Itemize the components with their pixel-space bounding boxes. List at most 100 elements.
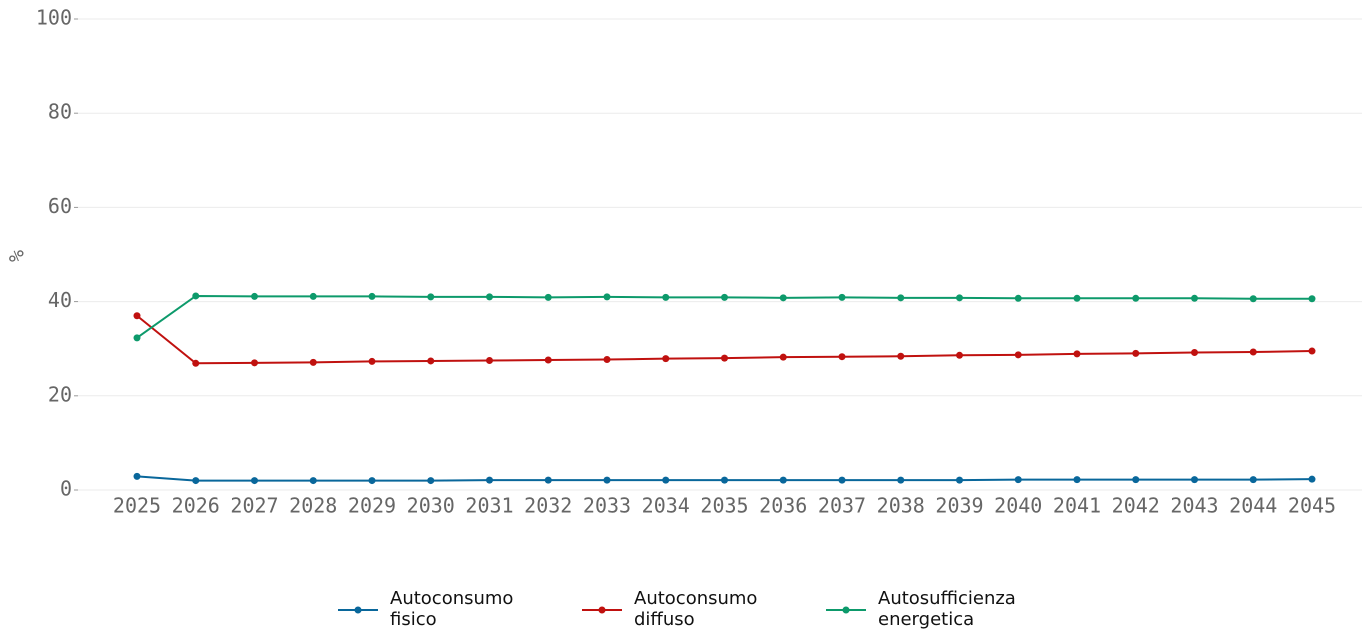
data-point <box>368 357 376 365</box>
data-point <box>897 294 905 302</box>
data-point <box>133 472 141 480</box>
data-point <box>486 476 493 484</box>
legend-item: Autoconsumo diffuso <box>580 588 784 632</box>
data-point <box>544 293 552 301</box>
data-point <box>1132 349 1140 357</box>
data-point <box>1308 347 1316 355</box>
data-point <box>662 476 670 484</box>
data-point <box>897 352 905 360</box>
data-point <box>309 477 317 485</box>
data-point <box>192 359 200 367</box>
legend-dot <box>354 606 362 614</box>
data-point <box>427 477 435 485</box>
legend-swatch <box>338 606 378 614</box>
data-point <box>544 356 552 364</box>
data-point <box>192 477 200 485</box>
data-point <box>1073 476 1081 484</box>
y-tick-label: 0 <box>60 477 72 501</box>
data-point <box>721 293 728 301</box>
legend-label: Autoconsumo fisico <box>390 588 514 630</box>
data-point <box>1014 351 1022 359</box>
x-tick-label: 2045 <box>1288 494 1336 518</box>
x-tick-label: 2029 <box>348 494 396 518</box>
y-tick-label: 60 <box>48 194 72 218</box>
data-point <box>1249 348 1257 356</box>
x-tick-label: 2028 <box>289 494 337 518</box>
data-point <box>427 293 435 301</box>
data-point <box>779 476 787 484</box>
legend-item: Autosufficienza energetica <box>824 588 1028 632</box>
data-point <box>956 294 963 302</box>
x-tick-label: 2044 <box>1229 494 1277 518</box>
data-point <box>251 292 258 300</box>
data-point <box>956 476 963 484</box>
y-axis-label: % <box>5 250 29 262</box>
legend-swatch <box>826 606 866 614</box>
data-point <box>1308 295 1316 303</box>
data-point <box>486 293 493 301</box>
data-point <box>133 334 141 342</box>
data-point <box>1191 476 1198 484</box>
legend-item: Autoconsumo fisico <box>336 588 540 632</box>
data-point <box>897 476 905 484</box>
data-point <box>721 354 728 362</box>
data-point <box>838 353 846 361</box>
legend-label: Autosufficienza energetica <box>878 588 1016 630</box>
x-tick-label: 2036 <box>759 494 807 518</box>
data-point <box>368 477 376 485</box>
data-point <box>1132 294 1140 302</box>
data-point <box>603 293 611 301</box>
data-point <box>662 293 670 301</box>
y-tick-label: 100 <box>36 6 72 30</box>
data-point <box>1073 350 1081 358</box>
x-tick-label: 2033 <box>583 494 631 518</box>
legend-label: Autoconsumo diffuso <box>634 588 758 630</box>
x-tick-label: 2038 <box>877 494 925 518</box>
data-point <box>1132 476 1140 484</box>
x-tick-label: 2027 <box>230 494 278 518</box>
data-point <box>662 355 670 363</box>
series-line <box>136 294 1312 339</box>
data-point <box>309 358 317 366</box>
y-tick-label: 40 <box>48 288 72 312</box>
data-point <box>368 292 376 300</box>
x-tick-label: 2041 <box>1053 494 1101 518</box>
data-point <box>427 357 435 365</box>
x-tick-label: 2040 <box>994 494 1042 518</box>
data-point <box>486 356 493 364</box>
data-point <box>1249 476 1257 484</box>
legend-dot <box>842 606 850 614</box>
y-tick-label: 20 <box>48 382 72 406</box>
data-point <box>1014 294 1022 302</box>
x-tick-label: 2039 <box>935 494 983 518</box>
x-tick-label: 2037 <box>818 494 866 518</box>
data-point <box>1191 294 1198 302</box>
data-point <box>1073 294 1081 302</box>
x-tick-label: 2043 <box>1170 494 1218 518</box>
data-point <box>251 477 258 485</box>
data-point <box>603 476 611 484</box>
x-tick-label: 2034 <box>642 494 690 518</box>
data-point <box>544 476 552 484</box>
data-point <box>603 356 611 364</box>
data-point <box>838 476 846 484</box>
legend-swatch <box>582 606 622 614</box>
x-tick-label: 2031 <box>465 494 513 518</box>
data-point <box>1249 295 1257 303</box>
y-tick-label: 80 <box>48 100 72 124</box>
data-point <box>838 293 846 301</box>
data-point <box>133 312 141 320</box>
data-point <box>192 292 200 300</box>
data-point <box>779 353 787 361</box>
legend-dot <box>598 606 606 614</box>
data-point <box>1014 476 1022 484</box>
x-tick-label: 2025 <box>113 494 161 518</box>
data-point <box>251 359 258 367</box>
data-point <box>721 476 728 484</box>
x-tick-label: 2030 <box>407 494 455 518</box>
data-point <box>1308 475 1316 483</box>
x-tick-label: 2042 <box>1112 494 1160 518</box>
data-point <box>956 351 963 359</box>
